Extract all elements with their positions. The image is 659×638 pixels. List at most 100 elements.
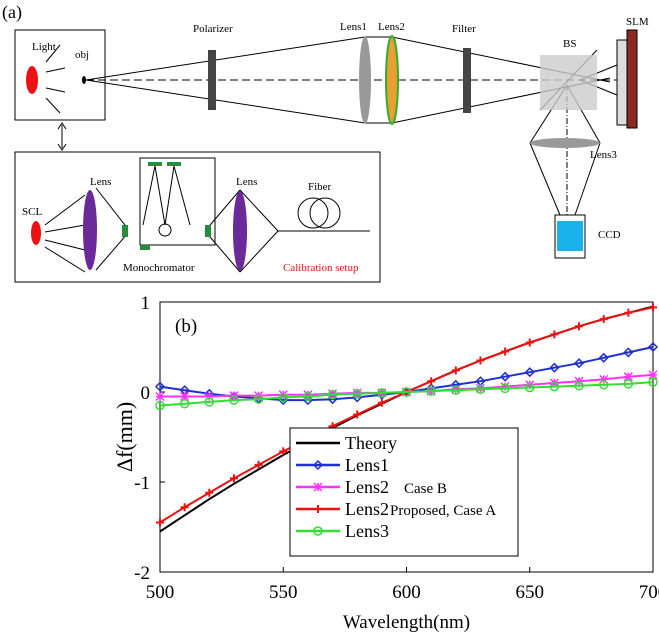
lens1 bbox=[359, 36, 371, 124]
marker bbox=[500, 382, 510, 392]
marker bbox=[623, 379, 634, 389]
marker bbox=[279, 447, 288, 456]
marker bbox=[303, 390, 313, 400]
x-tick-label: 650 bbox=[516, 582, 545, 603]
legend-label: Lens2 bbox=[345, 477, 389, 497]
marker bbox=[204, 397, 215, 407]
marker bbox=[253, 394, 264, 404]
marker bbox=[525, 380, 535, 390]
marker bbox=[155, 391, 165, 402]
chart: 500 550 600 650 700 -2 -1 0 1 (b) Wavelength(nm) Δf… bbox=[112, 293, 659, 633]
marker bbox=[229, 474, 238, 483]
arrowheads bbox=[57, 122, 67, 151]
marker bbox=[352, 389, 362, 399]
label: Fiber bbox=[308, 181, 332, 193]
marker bbox=[427, 377, 436, 386]
marker bbox=[550, 330, 559, 339]
marker bbox=[598, 380, 609, 390]
marker bbox=[377, 388, 387, 398]
y-tick-label: 0 bbox=[141, 383, 151, 404]
marker bbox=[377, 398, 386, 407]
marker bbox=[451, 385, 461, 395]
x-tick-label: 500 bbox=[146, 582, 175, 603]
x-tick-label: 700 bbox=[639, 582, 659, 603]
rays bbox=[44, 187, 370, 273]
marker bbox=[204, 391, 214, 402]
marker bbox=[426, 386, 436, 396]
marker bbox=[303, 391, 313, 402]
marker bbox=[549, 381, 560, 392]
diagram: (a) Light obj Polarizer Lens1 Lens2 Filt… bbox=[2, 2, 649, 283]
label: SLM bbox=[626, 16, 649, 28]
label: Lens2 bbox=[378, 21, 405, 33]
legend-label: Lens1 bbox=[345, 455, 389, 475]
marker bbox=[278, 390, 288, 400]
marker bbox=[549, 362, 560, 373]
label: CCD bbox=[598, 229, 621, 241]
calibration-box bbox=[14, 151, 381, 283]
x-tick-label: 550 bbox=[269, 582, 298, 603]
fiber-loop bbox=[297, 197, 329, 229]
marker bbox=[154, 381, 166, 392]
marker bbox=[648, 370, 658, 380]
legend-note: Proposed, Case A bbox=[390, 503, 496, 519]
marker bbox=[574, 380, 584, 391]
marker bbox=[525, 382, 535, 393]
rays bbox=[45, 44, 66, 114]
legend-label: Theory bbox=[345, 433, 397, 453]
legend-box bbox=[289, 427, 519, 557]
legend-label: Lens3 bbox=[345, 521, 389, 541]
marker bbox=[229, 395, 239, 405]
label: SCL bbox=[22, 206, 42, 218]
marker bbox=[451, 366, 460, 375]
label: obj bbox=[75, 49, 89, 61]
fiber-loop bbox=[309, 197, 341, 229]
marker bbox=[647, 341, 659, 353]
marker bbox=[205, 488, 214, 497]
x-axis-label: Wavelength(nm) bbox=[343, 612, 470, 633]
marker bbox=[313, 526, 323, 536]
marker bbox=[599, 374, 609, 384]
label: BS bbox=[563, 38, 576, 50]
marker bbox=[313, 482, 323, 492]
panel-label: (b) bbox=[175, 316, 197, 337]
y-axis-label: Δf(mm) bbox=[112, 402, 137, 472]
lens3 bbox=[530, 138, 600, 148]
marker bbox=[353, 410, 362, 419]
label: Light bbox=[32, 41, 56, 53]
marker bbox=[475, 384, 486, 395]
monochromator bbox=[139, 157, 216, 246]
marker bbox=[598, 352, 609, 363]
slm-panel bbox=[616, 39, 628, 126]
marker bbox=[401, 387, 412, 397]
label: Filter bbox=[452, 23, 476, 35]
series-line bbox=[159, 381, 654, 407]
slm bbox=[626, 29, 638, 129]
source-box bbox=[14, 29, 106, 121]
y-tick-label: 1 bbox=[141, 293, 151, 314]
marker bbox=[599, 315, 608, 324]
marker bbox=[573, 358, 585, 369]
legend-label: Lens2 bbox=[345, 499, 389, 519]
y-tick-label: -2 bbox=[134, 563, 150, 584]
label: Calibration setup bbox=[283, 262, 359, 274]
legend-note: Case B bbox=[404, 481, 447, 497]
beam bbox=[85, 36, 618, 216]
marker bbox=[525, 338, 534, 347]
polarizer bbox=[208, 50, 216, 110]
marker bbox=[155, 400, 165, 411]
lens2 bbox=[385, 35, 399, 125]
marker bbox=[648, 377, 658, 387]
lens bbox=[233, 191, 247, 271]
filter bbox=[463, 48, 471, 113]
marker bbox=[623, 372, 633, 382]
marker bbox=[649, 303, 657, 312]
marker bbox=[500, 383, 510, 394]
marker bbox=[180, 503, 189, 512]
marker bbox=[624, 308, 633, 317]
label: Lens bbox=[90, 176, 111, 188]
marker bbox=[312, 459, 324, 471]
marker bbox=[623, 347, 634, 358]
light-source bbox=[26, 66, 38, 94]
